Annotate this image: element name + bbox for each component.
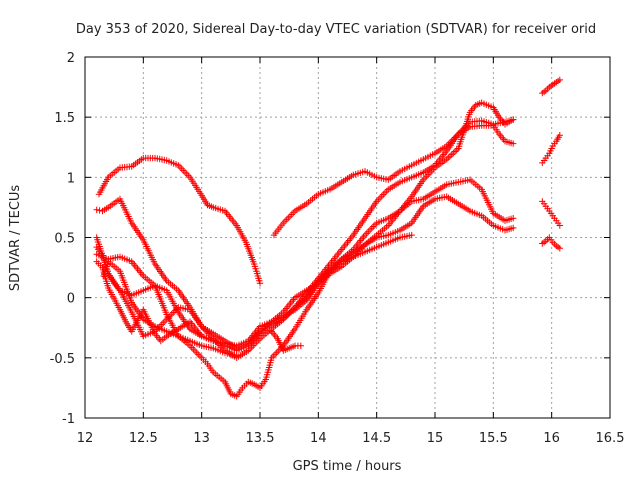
x-tick-label: 16.5: [596, 431, 625, 446]
y-tick-label: -1: [62, 412, 75, 427]
series-track-h: [100, 258, 240, 359]
x-tick-label: 14: [310, 431, 327, 446]
series-track-m: [539, 234, 563, 252]
x-tick-label: 13.5: [246, 431, 275, 446]
x-tick-label: 14.5: [362, 431, 391, 446]
data-point-marker: [96, 207, 103, 214]
data-point-marker: [448, 151, 455, 158]
x-tick-label: 12: [77, 431, 94, 446]
series-track-a: [95, 154, 264, 287]
x-tick-label: 16: [543, 431, 560, 446]
y-tick-label: 0: [67, 292, 75, 307]
series-track-l: [539, 198, 563, 229]
series-track-j: [539, 76, 563, 97]
x-tick-label: 13: [193, 431, 210, 446]
data-point-marker: [510, 140, 517, 147]
chart-title: Day 353 of 2020, Sidereal Day-to-day VTE…: [76, 22, 596, 37]
axis-ticks: 12 12.5 13 13.5 14 14.5 15 15.5 16 16.5-1-0.500.5…: [50, 51, 625, 446]
data-point-marker: [297, 342, 304, 349]
data-point-marker: [453, 146, 460, 154]
y-tick-label: 0.5: [54, 232, 75, 247]
x-axis-label: GPS time / hours: [293, 459, 402, 474]
data-point-marker: [510, 224, 517, 232]
data-point-marker: [510, 215, 517, 222]
data-point-marker: [556, 132, 563, 139]
data-point-marker: [556, 76, 563, 84]
x-tick-label: 12.5: [129, 431, 158, 446]
data-point-marker: [556, 222, 563, 229]
data-point-marker: [556, 245, 563, 252]
y-tick-label: 1.5: [54, 111, 75, 126]
data-point-marker: [408, 231, 415, 239]
y-axis-label: SDTVAR / TECUs: [8, 185, 23, 292]
y-tick-label: -0.5: [50, 352, 75, 367]
x-tick-label: 15: [427, 431, 444, 446]
series-track-i: [268, 328, 304, 354]
y-tick-label: 1: [67, 171, 75, 186]
data-marks: [93, 76, 563, 400]
data-point-marker: [93, 206, 100, 213]
data-point-marker: [510, 116, 517, 123]
data-point-marker: [256, 280, 264, 287]
series-track-k: [539, 132, 563, 167]
data-point-marker: [233, 352, 240, 359]
x-tick-label: 15.5: [479, 431, 508, 446]
y-tick-label: 2: [67, 51, 75, 66]
grid-lines: [85, 57, 610, 418]
data-point-marker: [443, 156, 450, 163]
